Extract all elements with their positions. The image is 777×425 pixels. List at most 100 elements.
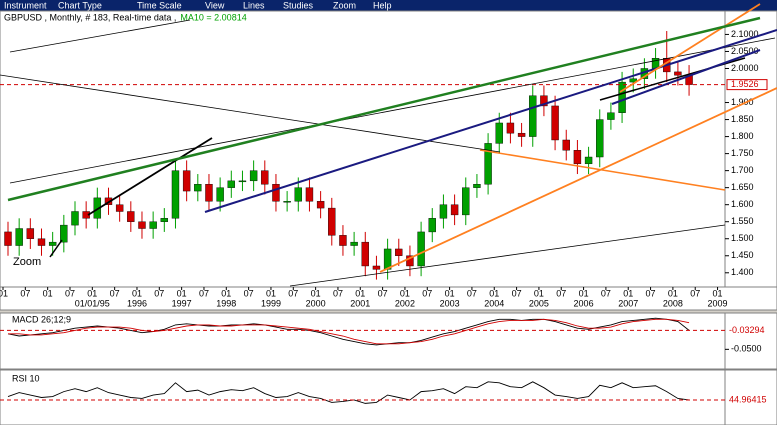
- candle-body: [484, 143, 492, 185]
- candle-body: [127, 211, 135, 222]
- indicator-line: [7, 317, 690, 346]
- x-tick-label: 07: [646, 288, 656, 298]
- last-price-label: 1.9526: [731, 79, 759, 89]
- trend-line: [9, 37, 776, 184]
- x-tick-label: 07: [556, 288, 566, 298]
- candle-body: [316, 201, 325, 209]
- panel-title: RSI 10: [12, 373, 40, 383]
- chart-header: GBPUSD , Monthly, # 183, Real-time data …: [4, 12, 176, 22]
- x-tick-label: 01: [311, 288, 321, 298]
- zoom-arrow: [49, 239, 63, 258]
- x-tick-label: 01: [132, 288, 142, 298]
- trend-line: [0, 74, 501, 153]
- x-tick-label: 01: [445, 288, 455, 298]
- menu-item[interactable]: Instrument: [4, 0, 47, 10]
- x-year-label: 2007: [618, 298, 638, 308]
- candle-body: [294, 187, 302, 202]
- x-tick-label: 01: [623, 288, 633, 298]
- x-year-label: 2000: [306, 298, 326, 308]
- y-tick-label: 1.550: [731, 216, 754, 226]
- trend-line: [619, 3, 761, 93]
- x-tick-label: 07: [20, 288, 30, 298]
- y-tick-label: 1.600: [731, 199, 754, 209]
- x-year-label: 2006: [574, 298, 594, 308]
- menu-item[interactable]: Lines: [243, 0, 265, 10]
- menu-item[interactable]: Chart Type: [58, 0, 102, 10]
- candle-body: [607, 112, 615, 120]
- x-year-label: 1997: [172, 298, 192, 308]
- menu-item[interactable]: Time Scale: [137, 0, 182, 10]
- candle-body: [182, 170, 191, 192]
- trend-lines: [0, 3, 777, 287]
- menu-item[interactable]: Zoom: [333, 0, 356, 10]
- x-tick-label: 01: [579, 288, 589, 298]
- x-tick-label: 01: [713, 288, 723, 298]
- x-tick-label: 01: [87, 288, 97, 298]
- menu-item[interactable]: View: [205, 0, 225, 10]
- candle-body: [283, 201, 291, 203]
- x-tick-label: 07: [65, 288, 75, 298]
- x-tick-label: 01: [43, 288, 53, 298]
- candle-body: [674, 71, 682, 76]
- x-tick-label: 07: [422, 288, 432, 298]
- candle-body: [406, 255, 414, 267]
- candle-body: [473, 184, 481, 188]
- candle-body: [227, 180, 235, 188]
- trend-line: [9, 19, 191, 53]
- x-tick-label: 01: [355, 288, 365, 298]
- y-tick-label: 2.1000: [731, 29, 759, 39]
- candle-body: [249, 170, 258, 182]
- candle-body: [305, 187, 314, 202]
- candle-body: [171, 170, 180, 219]
- candle-body: [462, 187, 470, 216]
- y-tick-label: 1.750: [731, 148, 754, 158]
- x-tick-label: 07: [601, 288, 611, 298]
- candle-body: [540, 95, 548, 107]
- x-year-label: 2005: [529, 298, 549, 308]
- indicator-line: [7, 381, 690, 404]
- x-tick-label: 07: [378, 288, 388, 298]
- indicator-line: [8, 318, 690, 345]
- candle-body: [573, 150, 582, 165]
- y-tick-label: 1.800: [731, 131, 754, 141]
- candle-body: [629, 78, 637, 83]
- last-value-label: 44.96415: [729, 394, 767, 404]
- trend-line: [204, 29, 777, 213]
- trend-line: [289, 224, 726, 287]
- x-year-label: 2008: [663, 298, 683, 308]
- candle-body: [551, 105, 559, 141]
- candle-body: [37, 238, 46, 246]
- candle-body: [506, 122, 515, 134]
- candle-body: [339, 235, 347, 246]
- x-tick-label: 07: [467, 288, 477, 298]
- x-tick-label: 01: [668, 288, 678, 298]
- trend-line: [479, 149, 726, 191]
- candle-body: [115, 204, 124, 212]
- x-year-label: 1998: [216, 298, 236, 308]
- menu-item[interactable]: Studies: [283, 0, 314, 10]
- y-tick-label: 1.400: [731, 267, 754, 277]
- ma-label: MA10 = 2.00814: [180, 12, 246, 22]
- candle-body: [361, 241, 369, 267]
- x-year-label: 2001: [350, 298, 370, 308]
- x-year-label: 1999: [261, 298, 281, 308]
- candle-body: [517, 132, 526, 137]
- candle-body: [395, 248, 403, 256]
- x-tick-label: 07: [690, 288, 700, 298]
- candle-body: [272, 184, 280, 202]
- time-axis: [0, 286, 777, 311]
- panel-title: MACD 26;12;9: [12, 314, 71, 324]
- x-year-label: 2004: [484, 298, 504, 308]
- last-value-label: -0.03294: [729, 325, 765, 335]
- candle-body: [138, 221, 146, 229]
- x-tick-label: 01: [0, 288, 8, 298]
- trend-line: [7, 16, 761, 202]
- candle-body: [350, 241, 358, 246]
- menu-item[interactable]: Help: [373, 0, 392, 10]
- candle-body: [495, 122, 503, 144]
- candle-body: [60, 224, 68, 243]
- candle-body: [439, 204, 448, 219]
- candle-body: [562, 139, 570, 151]
- y-tick-label: -0.0500: [731, 344, 762, 354]
